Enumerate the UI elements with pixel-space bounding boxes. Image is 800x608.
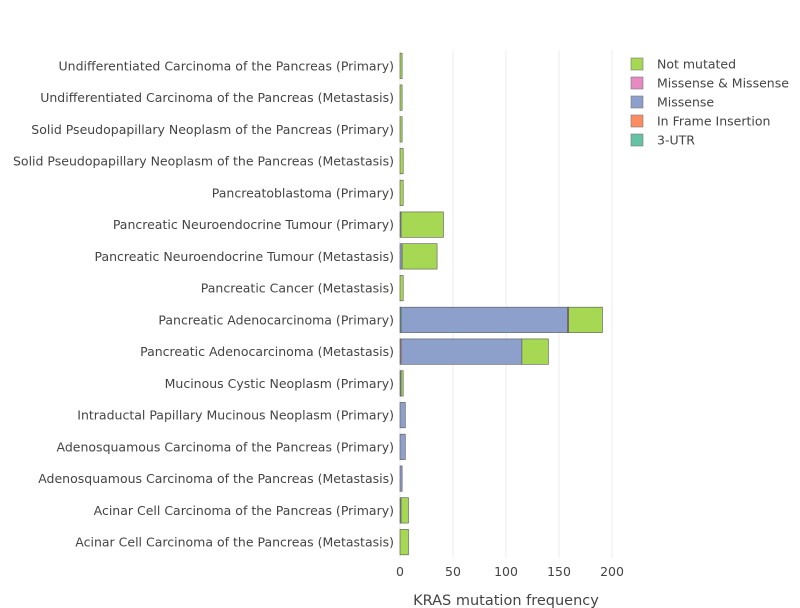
legend-swatch (630, 95, 644, 109)
category-label: Undifferentiated Carcinoma of the Pancre… (40, 90, 394, 105)
bar-segment-not-mutated (568, 306, 603, 333)
x-tick-label: 50 (445, 564, 461, 579)
legend-label: Not mutated (657, 57, 736, 72)
bar-segment-missense (399, 433, 406, 460)
legend-swatch (630, 76, 644, 90)
bar-segment-not-mutated (399, 84, 403, 111)
legend-label: Missense & Missense (657, 76, 789, 91)
category-label: Pancreatoblastoma (Primary) (212, 185, 394, 200)
bar-segment-not-mutated (399, 529, 409, 556)
bar-segment-not-mutated (400, 497, 409, 524)
grid-lines (399, 50, 613, 558)
x-tick-label: 200 (600, 564, 624, 579)
x-tick-label: 100 (494, 564, 518, 579)
bar-segment-not-mutated (400, 211, 444, 238)
legend-label: 3-UTR (657, 133, 695, 148)
bars (399, 52, 603, 556)
category-label: Solid Pseudopapillary Neoplasm of the Pa… (31, 122, 394, 137)
category-label: Solid Pseudopapillary Neoplasm of the Pa… (13, 154, 394, 169)
bar-segment-missense (399, 402, 406, 429)
bar-segment-missense (399, 465, 403, 492)
legend-swatch (630, 57, 644, 71)
category-label: Mucinous Cystic Neoplasm (Primary) (165, 376, 394, 391)
category-label: Pancreatic Adenocarcinoma (Primary) (158, 312, 394, 327)
category-label: Pancreatic Neuroendocrine Tumour (Primar… (113, 217, 394, 232)
category-label: Acinar Cell Carcinoma of the Pancreas (P… (94, 503, 394, 518)
category-label: Intraductal Papillary Mucinous Neoplasm … (77, 408, 394, 423)
bar-segment-missense (400, 338, 523, 365)
legend-swatch (630, 114, 644, 128)
category-label: Adenosquamous Carcinoma of the Pancreas … (57, 439, 394, 454)
category-labels: Undifferentiated Carcinoma of the Pancre… (13, 58, 394, 549)
category-label: Undifferentiated Carcinoma of the Pancre… (59, 58, 394, 73)
bar-segment-missense (400, 306, 568, 333)
bar-segment-not-mutated (521, 338, 549, 365)
category-label: Pancreatic Adenocarcinoma (Metastasis) (140, 344, 394, 359)
legend: Not mutated Missense & Missense Missense In… (630, 57, 789, 148)
bar-segment-missense (399, 243, 403, 270)
x-tick-labels: 0 50 100 150 200 (396, 564, 624, 579)
category-label: Acinar Cell Carcinoma of the Pancreas (M… (75, 535, 394, 550)
legend-label: In Frame Insertion (657, 114, 770, 129)
bar-segment-not-mutated (399, 275, 404, 302)
category-label: Adenosquamous Carcinoma of the Pancreas … (38, 471, 394, 486)
category-label: Pancreatic Cancer (Metastasis) (201, 281, 394, 296)
bar-segment-not-mutated (400, 370, 404, 397)
bar-segment-not-mutated (399, 52, 403, 79)
bar-segment-not-mutated (399, 116, 403, 143)
x-tick-label: 150 (547, 564, 571, 579)
x-tick-label: 0 (396, 564, 404, 579)
bar-segment-not-mutated (399, 148, 404, 175)
legend-label: Missense (657, 95, 714, 110)
x-axis-title: KRAS mutation frequency (413, 593, 599, 608)
legend-swatch (630, 133, 644, 147)
bar-segment-not-mutated (399, 179, 404, 206)
category-label: Pancreatic Neuroendocrine Tumour (Metast… (95, 249, 395, 264)
bar-segment-not-mutated (401, 243, 438, 270)
